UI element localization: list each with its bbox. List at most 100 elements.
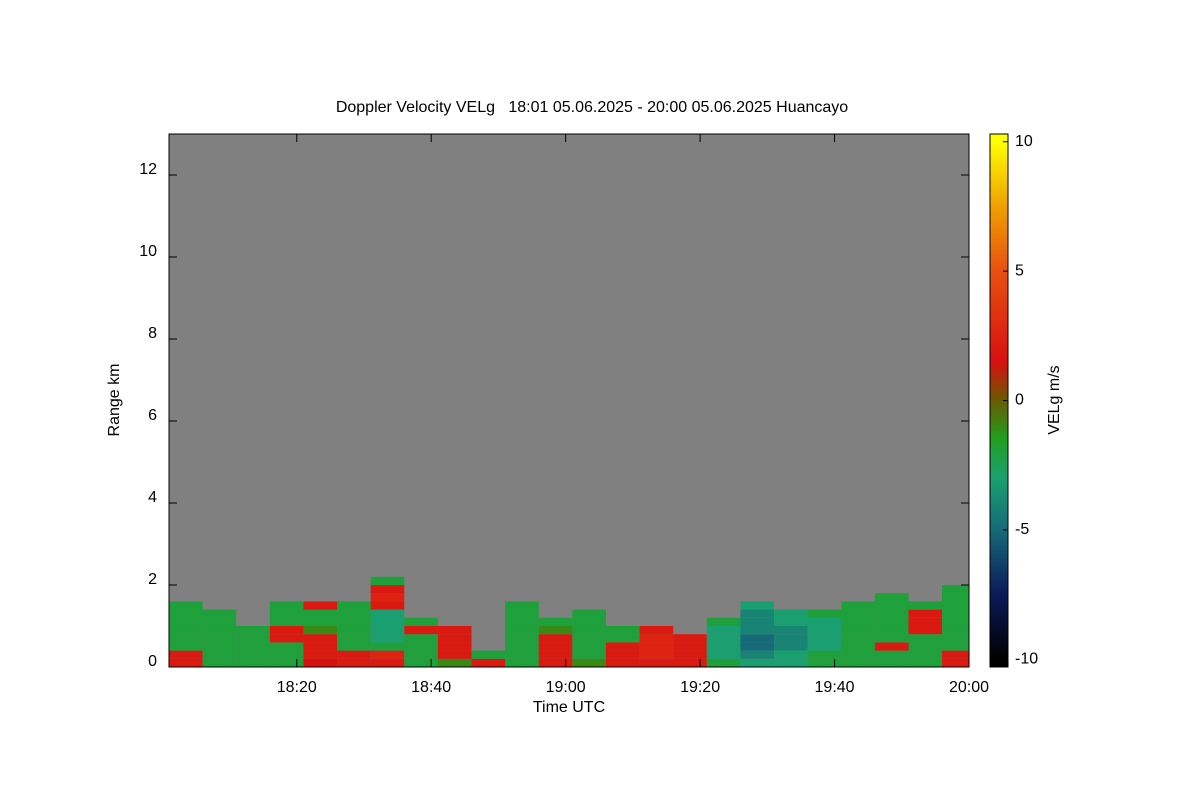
heat-cell [774,658,808,667]
heat-cell [505,601,539,610]
heat-cell [807,658,842,667]
heat-cell [505,642,539,651]
heat-cell [169,650,203,659]
heat-cell [337,650,371,659]
heat-cell [841,601,875,610]
y-tick-label: 6 [148,407,157,424]
heat-cell [437,626,472,635]
heat-cell [807,626,842,635]
heat-cell [908,617,943,626]
heat-cell [370,609,405,618]
heat-cell [202,650,237,659]
heat-cell [269,658,304,667]
heat-cell [572,617,606,626]
heat-cell [202,609,237,618]
heat-cell [874,626,909,635]
heat-cell [706,658,741,667]
heat-cell [942,617,969,626]
heat-cell [269,601,304,610]
heat-cell [505,634,539,643]
heat-cell [269,642,304,651]
colorbar-label: VELg m/s [1046,365,1063,434]
heat-cell [807,642,842,651]
heat-cell [774,609,808,618]
y-tick-label: 0 [148,653,157,670]
heat-cell [706,617,741,626]
heat-cell [639,658,674,667]
chart-title: Doppler Velocity VELg 18:01 05.06.2025 -… [336,99,848,116]
heat-cell [303,658,338,667]
heat-cell [437,634,472,643]
y-tick-label: 12 [139,161,157,178]
heat-cell [908,642,943,651]
heat-cell [740,634,775,643]
y-tick-label: 2 [148,571,157,588]
heat-cell [740,617,775,626]
heat-cell [169,609,203,618]
heat-cell [404,658,438,667]
heat-cell [404,634,438,643]
heat-cell [337,634,371,643]
heat-cell [337,617,371,626]
heat-cell [169,634,203,643]
heat-cell [236,626,270,635]
heat-cell [908,601,943,610]
heat-cell [337,609,371,618]
colorbar-tick-label: 10 [1015,133,1033,150]
heat-cell [404,642,438,651]
heat-cell [505,626,539,635]
heat-cell [169,642,203,651]
heat-cell [942,609,969,618]
heat-cell [740,626,775,635]
heat-cell [370,634,405,643]
heat-cell [706,626,741,635]
heat-cell [673,634,707,643]
heat-cell [639,642,674,651]
heat-cell [605,642,640,651]
heat-cell [807,650,842,659]
heat-cell [874,658,909,667]
heat-cell [874,593,909,602]
heat-cell [437,650,472,659]
heat-cell [673,658,707,667]
heat-cell [337,601,371,610]
heat-cell [942,642,969,651]
heat-cell [505,617,539,626]
heat-cell [639,634,674,643]
heat-cell [236,658,270,667]
heat-cell [807,609,842,618]
heat-cell [303,634,338,643]
heat-cell [673,642,707,651]
colorbar-tick-label: 0 [1015,392,1024,409]
heat-cell [303,642,338,651]
heat-cell [471,650,506,659]
x-axis-label: Time UTC [533,699,605,716]
heat-cell [404,626,438,635]
heat-cell [370,585,405,594]
y-axis-label: Range km [106,364,123,437]
heat-cell [269,609,304,618]
heat-cell [706,634,741,643]
heat-cell [639,650,674,659]
heat-cell [841,634,875,643]
x-tick-label: 19:00 [546,679,586,696]
heat-cell [370,626,405,635]
x-tick-label: 18:20 [277,679,317,696]
y-tick-label: 4 [148,489,157,506]
heat-cell [874,642,909,651]
heat-cell [774,634,808,643]
heat-cell [538,642,573,651]
heat-cell [572,626,606,635]
heat-cell [169,601,203,610]
x-tick-label: 18:40 [411,679,451,696]
heat-cell [841,658,875,667]
colorbar-tick-label: 5 [1015,262,1024,279]
heat-cell [202,626,237,635]
heat-cell [303,626,338,635]
heat-cell [303,609,338,618]
x-tick-label: 19:40 [815,679,855,696]
heat-cell [538,626,573,635]
heat-cell [572,609,606,618]
heat-cell [841,617,875,626]
heat-cell [807,634,842,643]
